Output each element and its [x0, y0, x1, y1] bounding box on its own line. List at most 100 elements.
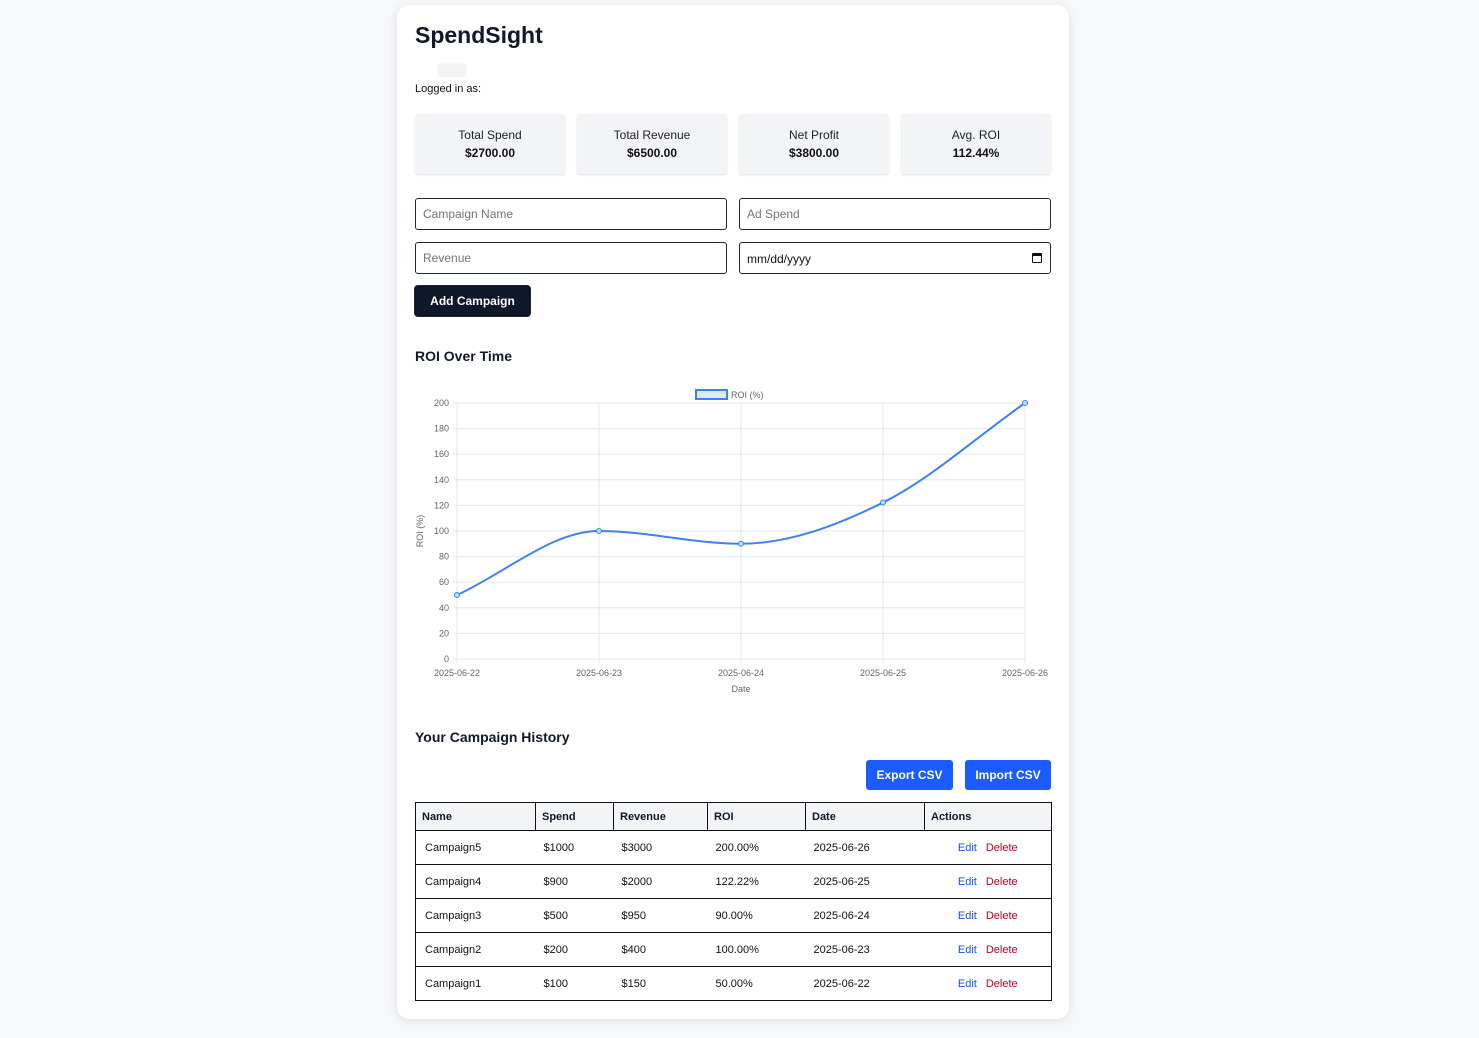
- import-csv-button[interactable]: Import CSV: [965, 760, 1051, 790]
- avatar: [437, 63, 467, 77]
- x-tick-label: 2025-06-23: [576, 668, 622, 678]
- campaign-history-table: Name Spend Revenue ROI Date Actions Camp…: [415, 802, 1052, 1001]
- table-row: Campaign3 $500 $950 90.00% 2025-06-24 Ed…: [415, 898, 1052, 933]
- cell-revenue: $2000: [613, 864, 708, 899]
- roi-data-point: [596, 528, 602, 534]
- table-row: Campaign4 $900 $2000 122.22% 2025-06-25 …: [415, 864, 1052, 899]
- table-row: Campaign5 $1000 $3000 200.00% 2025-06-26…: [415, 830, 1052, 865]
- stat-net-profit: Net Profit $3800.00: [739, 114, 889, 174]
- column-header-actions: Actions: [924, 802, 1052, 831]
- y-tick-label: 40: [439, 603, 449, 613]
- table-row: Campaign2 $200 $400 100.00% 2025-06-23 E…: [415, 932, 1052, 967]
- edit-link[interactable]: Edit: [957, 841, 977, 854]
- stat-avg-roi: Avg. ROI 112.44%: [901, 114, 1051, 174]
- roi-data-point: [738, 540, 744, 547]
- cell-roi: 100.00%: [707, 932, 806, 967]
- y-tick-label: 60: [439, 577, 449, 587]
- cell-revenue: $150: [613, 966, 708, 1001]
- cell-date: 2025-06-22: [805, 966, 925, 1001]
- main-card: SpendSight Logged in as: Total Spend $27…: [397, 5, 1069, 1019]
- roi-data-point: [880, 499, 886, 506]
- y-tick-label: 120: [434, 500, 449, 510]
- y-tick-label: 20: [439, 628, 449, 638]
- y-tick-label: 0: [444, 654, 449, 664]
- y-tick-label: 80: [439, 552, 449, 562]
- roi-data-point: [1022, 400, 1028, 406]
- roi-data-point: [454, 592, 460, 598]
- cell-roi: 50.00%: [707, 966, 806, 1001]
- ad-spend-input[interactable]: [739, 198, 1051, 230]
- y-tick-label: 180: [434, 424, 449, 434]
- add-campaign-button[interactable]: Add Campaign: [415, 286, 530, 316]
- cell-spend: $500: [535, 898, 614, 933]
- x-tick-label: 2025-06-22: [434, 668, 480, 678]
- logged-in-label: Logged in as:: [415, 83, 482, 95]
- y-tick-label: 160: [434, 449, 449, 459]
- column-header-spend: Spend: [535, 802, 614, 831]
- date-input-value: mm/dd/yyyy: [747, 252, 812, 266]
- cell-revenue: $3000: [613, 830, 708, 865]
- cell-revenue: $400: [613, 932, 708, 967]
- delete-link[interactable]: Delete: [985, 909, 1018, 922]
- column-header-date: Date: [805, 802, 925, 831]
- cell-date: 2025-06-24: [805, 898, 925, 933]
- legend-label: ROI (%): [731, 390, 764, 400]
- history-section-title: Your Campaign History: [415, 729, 570, 745]
- stat-label: Avg. ROI: [951, 128, 1001, 142]
- y-axis-title: ROI (%): [415, 515, 425, 548]
- x-tick-label: 2025-06-25: [860, 668, 906, 678]
- y-tick-label: 100: [434, 526, 449, 536]
- cell-roi: 200.00%: [707, 830, 806, 865]
- cell-spend: $1000: [535, 830, 614, 865]
- campaign-name-input[interactable]: [415, 198, 727, 230]
- stat-value: $6500.00: [626, 146, 678, 160]
- stat-total-revenue: Total Revenue $6500.00: [577, 114, 727, 174]
- cell-roi: 122.22%: [707, 864, 806, 899]
- cell-date: 2025-06-23: [805, 932, 925, 967]
- cell-date: 2025-06-25: [805, 864, 925, 899]
- stat-label: Total Revenue: [613, 128, 691, 142]
- table-row: Campaign1 $100 $150 50.00% 2025-06-22 Ed…: [415, 966, 1052, 1001]
- column-header-name: Name: [415, 802, 536, 831]
- delete-link[interactable]: Delete: [985, 875, 1018, 888]
- calendar-icon[interactable]: [1032, 253, 1042, 263]
- x-tick-label: 2025-06-26: [1002, 668, 1048, 678]
- date-input[interactable]: mm/dd/yyyy: [739, 242, 1051, 274]
- column-header-roi: ROI: [707, 802, 806, 831]
- delete-link[interactable]: Delete: [985, 977, 1018, 990]
- app-title: SpendSight: [415, 22, 543, 48]
- cell-name: Campaign4: [415, 864, 536, 899]
- revenue-input[interactable]: [415, 242, 727, 274]
- stat-value: $2700.00: [464, 146, 516, 160]
- cell-actions: Edit Delete: [924, 966, 1052, 1001]
- cell-actions: Edit Delete: [924, 932, 1052, 967]
- x-tick-label: 2025-06-24: [718, 668, 764, 678]
- delete-link[interactable]: Delete: [985, 841, 1018, 854]
- cell-name: Campaign1: [415, 966, 536, 1001]
- x-axis-title: Date: [731, 684, 750, 694]
- cell-name: Campaign3: [415, 898, 536, 933]
- y-tick-label: 140: [434, 475, 449, 485]
- edit-link[interactable]: Edit: [957, 875, 977, 888]
- export-csv-button[interactable]: Export CSV: [866, 760, 953, 790]
- y-tick-label: 200: [434, 398, 449, 408]
- cell-spend: $200: [535, 932, 614, 967]
- cell-date: 2025-06-26: [805, 830, 925, 865]
- cell-roi: 90.00%: [707, 898, 806, 933]
- delete-link[interactable]: Delete: [985, 943, 1018, 956]
- stat-value: $3800.00: [788, 146, 840, 160]
- stat-total-spend: Total Spend $2700.00: [415, 114, 565, 174]
- stat-label: Total Spend: [458, 128, 522, 142]
- cell-name: Campaign5: [415, 830, 536, 865]
- cell-actions: Edit Delete: [924, 830, 1052, 865]
- edit-link[interactable]: Edit: [957, 943, 977, 956]
- cell-name: Campaign2: [415, 932, 536, 967]
- cell-revenue: $950: [613, 898, 708, 933]
- edit-link[interactable]: Edit: [957, 909, 977, 922]
- chart-section-title: ROI Over Time: [415, 348, 513, 364]
- roi-line-chart: 0 20 40 60 80 100 120 140 160 180 200 2025-06-22 202…: [415, 389, 1048, 694]
- cell-actions: Edit Delete: [924, 864, 1052, 899]
- edit-link[interactable]: Edit: [957, 977, 977, 990]
- column-header-revenue: Revenue: [613, 802, 708, 831]
- cell-actions: Edit Delete: [924, 898, 1052, 933]
